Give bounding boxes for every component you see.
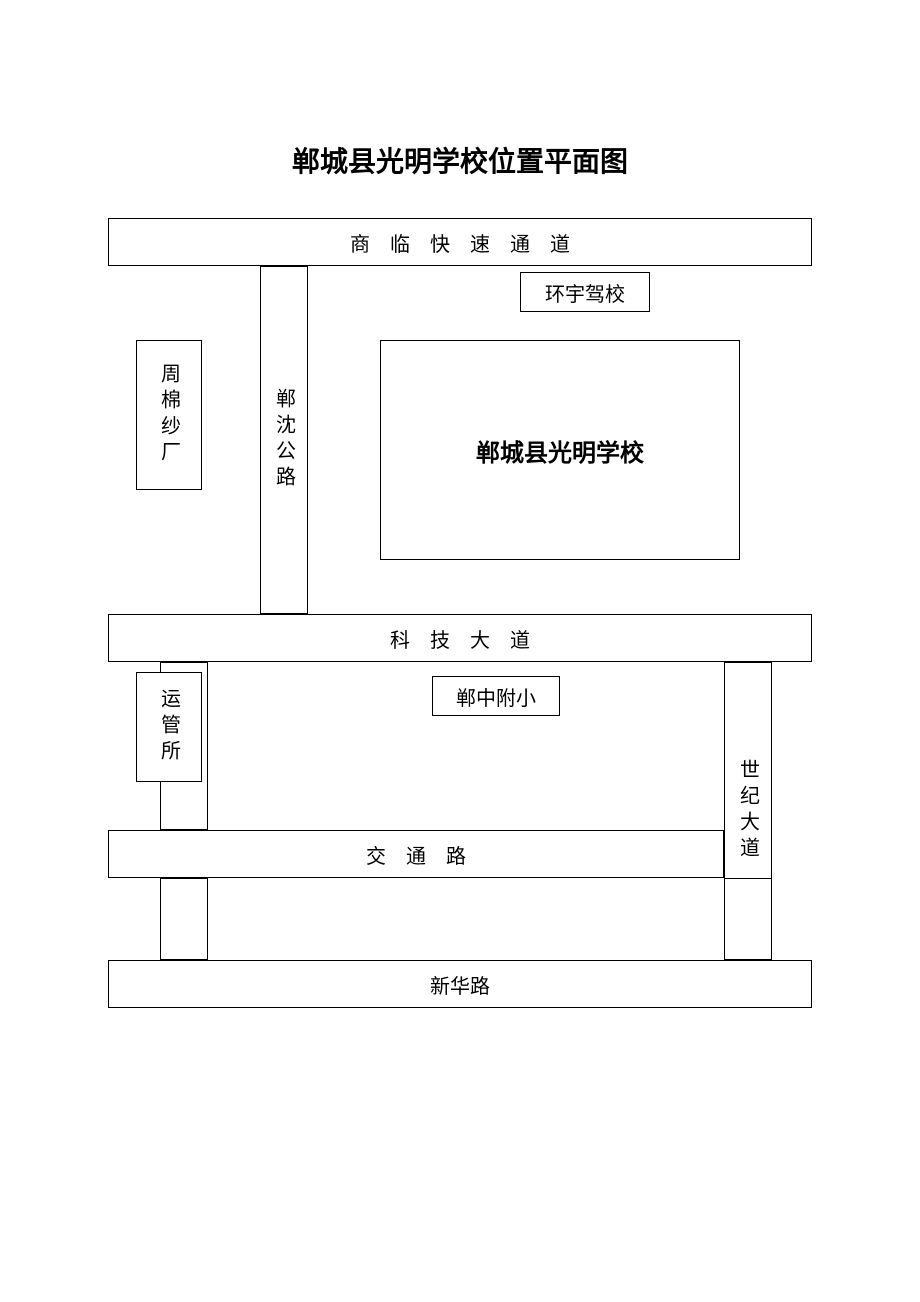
- place-huanyu-label: 环宇驾校: [545, 278, 625, 307]
- connector-2: [724, 878, 772, 960]
- road-shanglin: 商 临 快 速 通 道: [108, 218, 812, 266]
- place-danzhong: 郸中附小: [432, 676, 560, 716]
- road-danshen-label: 郸沈公路: [270, 388, 299, 492]
- road-danshen: 郸沈公路: [260, 266, 308, 614]
- place-huanyu: 环宇驾校: [520, 272, 650, 312]
- road-jiaotong: 交 通 路: [108, 830, 724, 878]
- road-xinhua: 新华路: [108, 960, 812, 1008]
- place-cotton-label: 周棉纱厂: [155, 363, 184, 467]
- road-jiaotong-label: 交 通 路: [366, 840, 466, 869]
- place-danzhong-label: 郸中附小: [456, 682, 536, 711]
- road-shanglin-label: 商 临 快 速 通 道: [350, 228, 570, 257]
- road-keji: 科 技 大 道: [108, 614, 812, 662]
- place-school-label: 郸城县光明学校: [476, 433, 644, 468]
- place-school: 郸城县光明学校: [380, 340, 740, 560]
- place-yunguan-label: 运管所: [155, 688, 184, 766]
- connector-1: [160, 878, 208, 960]
- road-keji-label: 科 技 大 道: [390, 624, 530, 653]
- road-shiji-label: 世纪大道: [734, 759, 763, 863]
- place-yunguan: 运管所: [136, 672, 202, 782]
- place-cotton: 周棉纱厂: [136, 340, 202, 490]
- page-title: 郸城县光明学校位置平面图: [0, 140, 920, 180]
- road-xinhua-label: 新华路: [430, 970, 490, 999]
